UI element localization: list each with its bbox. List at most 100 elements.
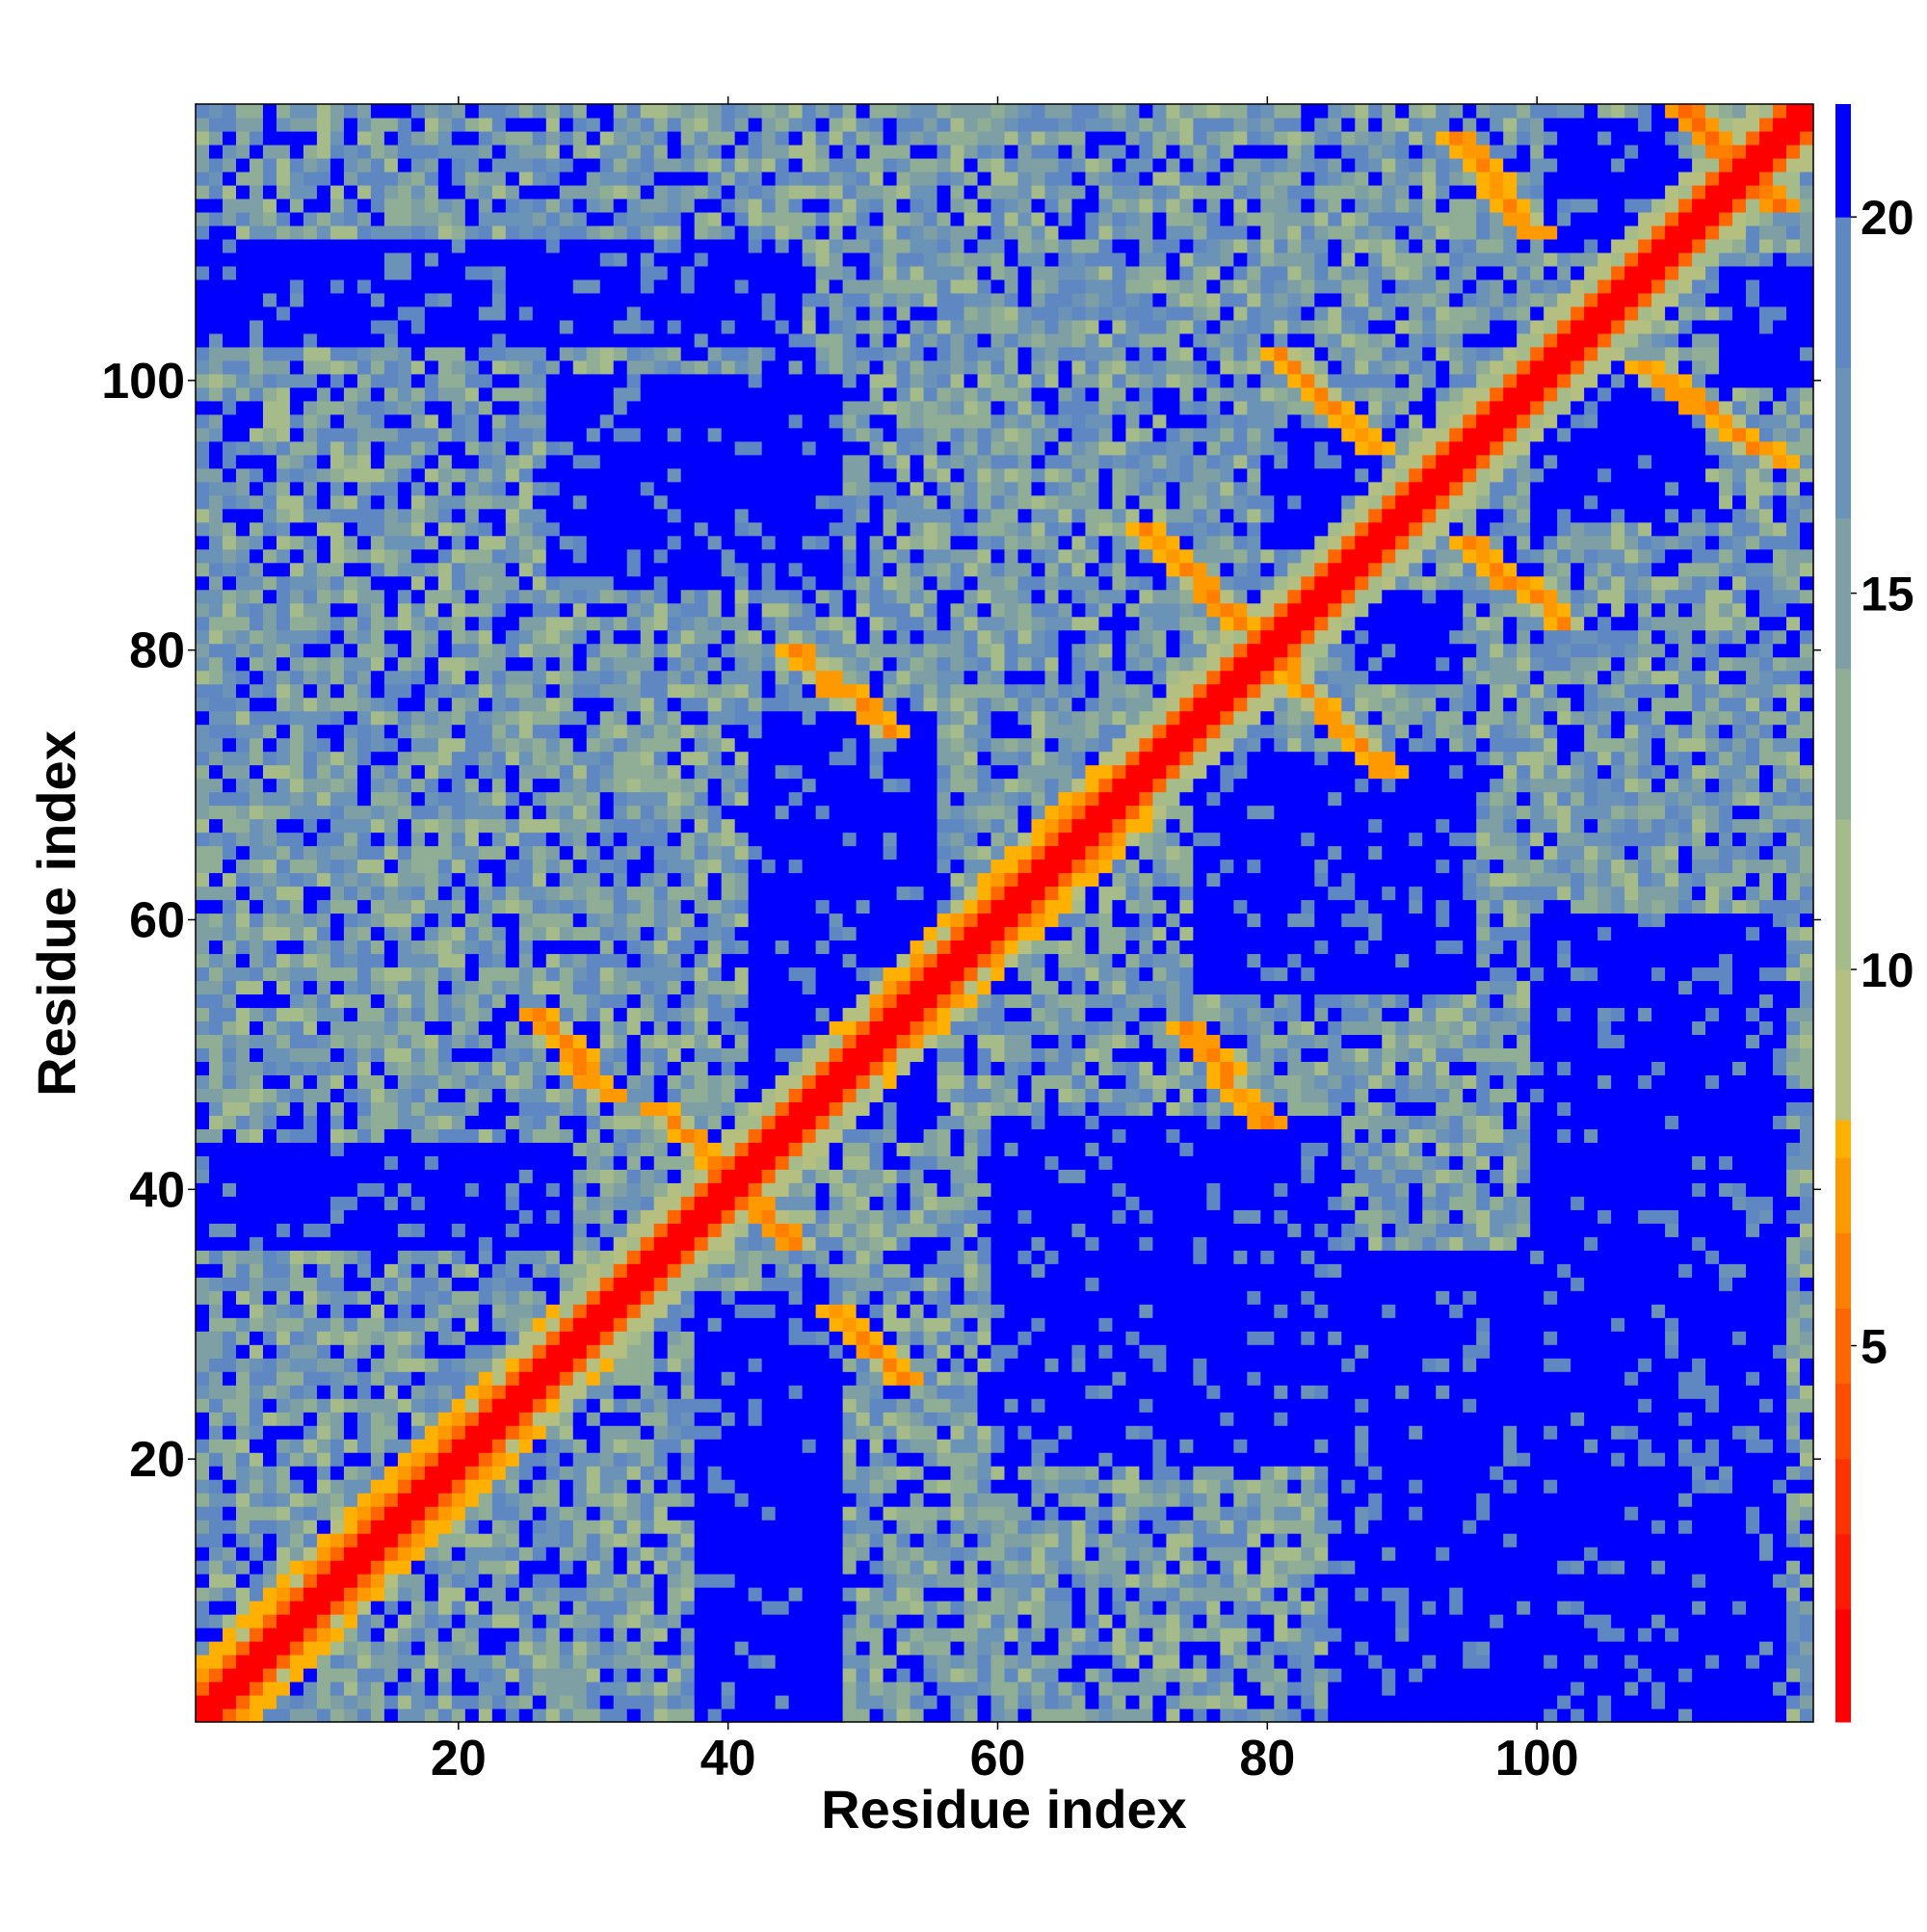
heatmap-cell: [289, 198, 304, 213]
heatmap-cell: [451, 305, 466, 321]
heatmap-cell: [748, 1654, 763, 1669]
heatmap-cell: [559, 1708, 574, 1723]
heatmap-cell: [397, 1695, 412, 1709]
heatmap-cell: [559, 1331, 574, 1345]
heatmap-cell: [262, 1331, 277, 1345]
heatmap-cell: [680, 1520, 696, 1534]
heatmap-cell: [316, 818, 331, 834]
heatmap-cell: [694, 548, 709, 564]
heatmap-cell: [545, 494, 561, 510]
heatmap-cell: [208, 373, 224, 388]
heatmap-cell: [734, 454, 750, 469]
heatmap-cell: [397, 697, 412, 712]
heatmap-cell: [734, 1479, 750, 1494]
heatmap-cell: [505, 481, 520, 496]
heatmap-cell: [586, 953, 601, 968]
heatmap-cell: [303, 1439, 318, 1453]
heatmap-cell: [262, 643, 277, 658]
heatmap-cell: [734, 413, 750, 429]
heatmap-cell: [640, 1358, 655, 1372]
heatmap-cell: [559, 1034, 574, 1049]
heatmap-cell: [653, 494, 669, 510]
heatmap-cell: [532, 1412, 547, 1426]
heatmap-cell: [222, 791, 237, 807]
heatmap-cell: [276, 1412, 291, 1426]
heatmap-cell: [437, 589, 453, 604]
heatmap-cell: [694, 1128, 709, 1143]
heatmap-cell: [626, 1088, 642, 1102]
heatmap-cell: [397, 602, 412, 618]
heatmap-cell: [680, 1479, 696, 1494]
heatmap-cell: [356, 373, 372, 388]
heatmap-cell: [680, 130, 696, 146]
heatmap-cell: [721, 993, 736, 1009]
heatmap-cell: [680, 953, 696, 968]
heatmap-cell: [196, 1304, 210, 1318]
heatmap-cell: [262, 1439, 277, 1453]
heatmap-cell: [397, 1466, 412, 1480]
heatmap-cell: [491, 1654, 507, 1669]
heatmap-cell: [262, 616, 277, 631]
heatmap-cell: [397, 319, 412, 334]
heatmap-cell: [667, 764, 682, 780]
heatmap-cell: [734, 724, 750, 739]
heatmap-cell: [343, 413, 358, 429]
heatmap-cell: [491, 1533, 507, 1548]
heatmap-cell: [208, 899, 224, 914]
heatmap-cell: [505, 1074, 520, 1089]
heatmap-cell: [262, 184, 277, 199]
heatmap-cell: [303, 697, 318, 712]
heatmap-cell: [599, 1128, 615, 1143]
heatmap-cell: [653, 1250, 669, 1264]
heatmap-cell: [464, 359, 480, 375]
heatmap-cell: [667, 144, 682, 159]
heatmap-cell: [397, 251, 412, 267]
heatmap-cell: [532, 278, 547, 294]
heatmap-cell: [586, 683, 601, 699]
heatmap-cell: [572, 737, 588, 753]
heatmap-cell: [370, 1236, 385, 1251]
heatmap-cell: [640, 1614, 655, 1628]
heatmap-cell: [208, 467, 224, 483]
heatmap-cell: [478, 211, 493, 226]
heatmap-cell: [721, 670, 736, 685]
heatmap-cell: [680, 508, 696, 523]
heatmap-cell: [680, 238, 696, 253]
heatmap-cell: [478, 1223, 493, 1237]
heatmap-cell: [370, 589, 385, 604]
heatmap-cell: [545, 1574, 561, 1588]
heatmap-cell: [613, 1641, 628, 1655]
heatmap-cell: [330, 899, 345, 914]
heatmap-cell: [748, 1574, 763, 1588]
heatmap-cell: [196, 764, 210, 780]
heatmap-cell: [222, 265, 237, 280]
heatmap-cell: [316, 859, 331, 874]
heatmap-cell: [599, 346, 615, 361]
heatmap-cell: [532, 872, 547, 887]
heatmap-cell: [437, 1317, 453, 1332]
heatmap-cell: [518, 346, 534, 361]
heatmap-cell: [599, 1331, 615, 1345]
heatmap-cell: [235, 575, 251, 591]
heatmap-cell: [491, 980, 507, 995]
heatmap-cell: [289, 1061, 304, 1075]
heatmap-cell: [235, 1317, 251, 1332]
heatmap-cell: [208, 791, 224, 807]
heatmap-cell: [424, 386, 439, 402]
heatmap-cell: [303, 305, 318, 321]
heatmap-cell: [721, 171, 736, 186]
heatmap-cell: [383, 373, 399, 388]
heatmap-cell: [316, 1290, 331, 1305]
heatmap-cell: [222, 602, 237, 618]
heatmap-cell: [451, 104, 466, 119]
heatmap-cell: [424, 1439, 439, 1453]
heatmap-cell: [478, 548, 493, 564]
heatmap-cell: [276, 1493, 291, 1507]
heatmap-cell: [303, 1668, 318, 1682]
heatmap-cell: [208, 1331, 224, 1345]
heatmap-cell: [680, 251, 696, 267]
heatmap-cell: [586, 1560, 601, 1575]
heatmap-cell: [370, 144, 385, 159]
heatmap-cell: [330, 1344, 345, 1359]
heatmap-cell: [343, 359, 358, 375]
